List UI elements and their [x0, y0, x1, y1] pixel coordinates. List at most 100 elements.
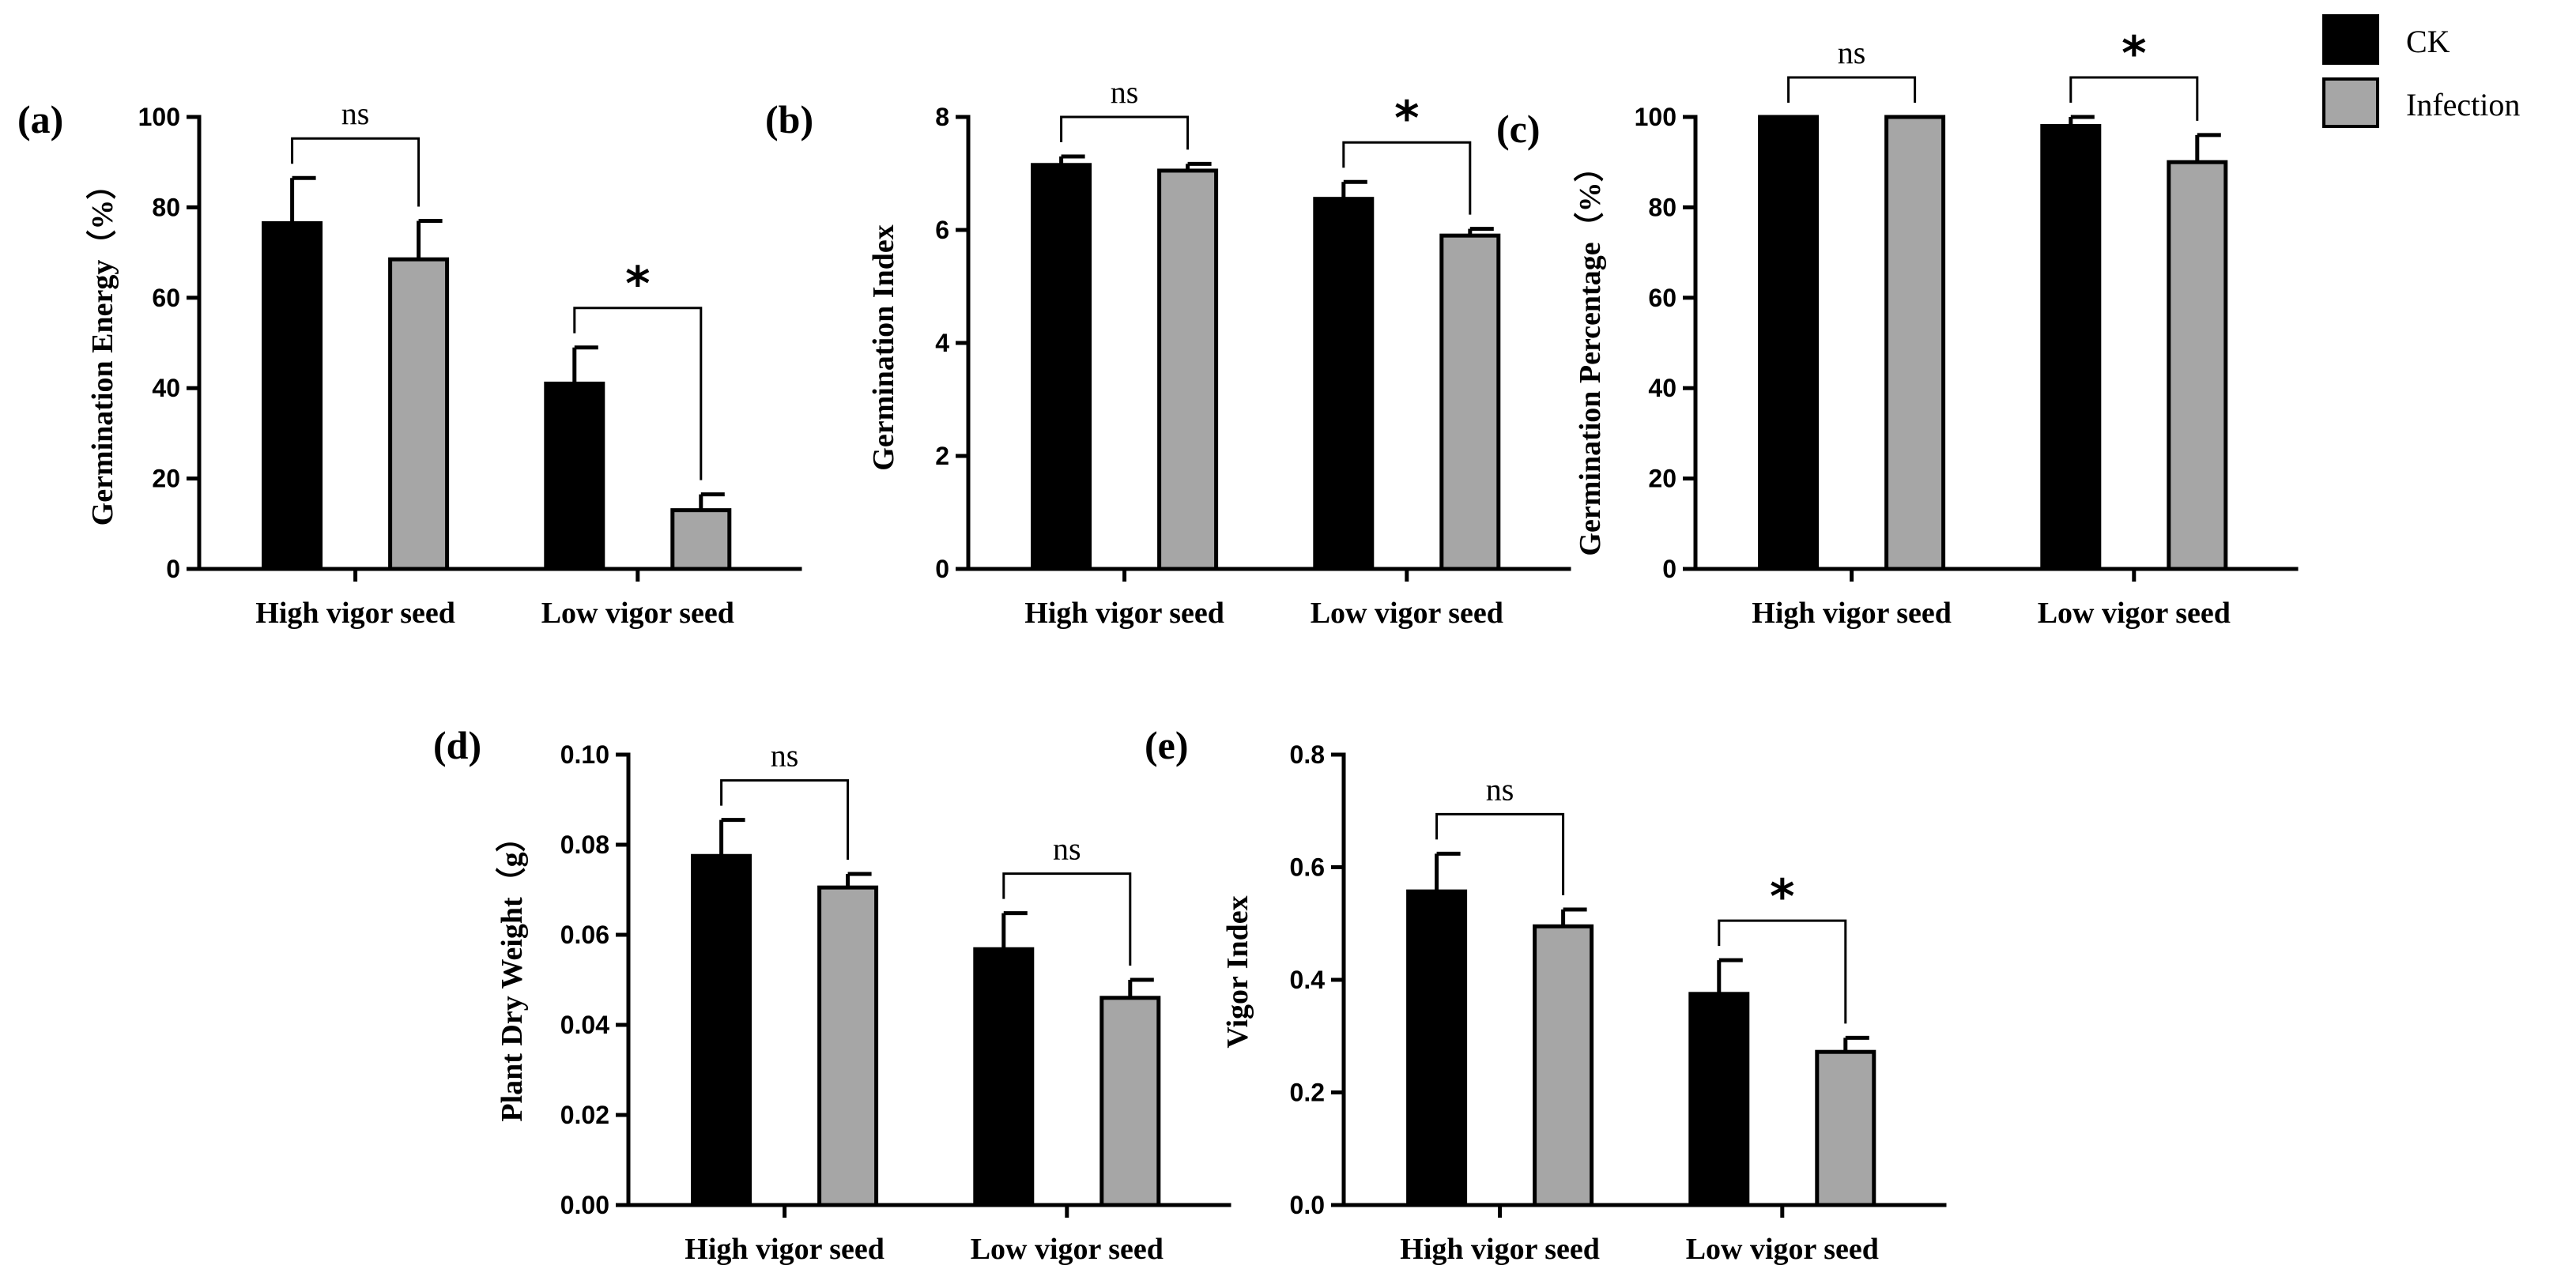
chart-c-marks: 0 20 40 60 80 100 High vigor seed ns Low vigor s… [1635, 26, 2299, 630]
significance-bracket [720, 779, 850, 861]
significance-bracket [1787, 76, 1917, 103]
bar-ck [1758, 115, 1820, 571]
y-tick-label: 0.06 [560, 921, 609, 949]
bar-infection [1533, 924, 1594, 1207]
panel-label-b: (b) [765, 97, 813, 141]
bar-infection [1157, 168, 1219, 571]
significance-ns: ns [1486, 771, 1514, 807]
y-tick-label: 60 [1648, 284, 1676, 312]
bar-infection [670, 508, 732, 571]
y-tick-label: 0.8 [1290, 740, 1325, 769]
y-tick-label: 40 [152, 374, 180, 402]
significance-bracket [2069, 76, 2199, 121]
significance-ns: ns [341, 96, 370, 131]
x-category-label: High vigor seed [685, 1233, 884, 1266]
bar-ck [973, 947, 1035, 1207]
y-tick-label: 6 [935, 216, 949, 244]
bar-infection [1099, 996, 1161, 1207]
bar-ck [1406, 889, 1468, 1207]
y-tick-label: 0.0 [1290, 1191, 1325, 1219]
y-tick-label: 4 [935, 329, 949, 357]
bar-ck [544, 381, 605, 571]
significance-ns: ns [1838, 35, 1866, 70]
panel-label-c: (c) [1496, 107, 1541, 151]
significance-bracket [1435, 812, 1565, 895]
y-tick-label: 0.02 [560, 1101, 609, 1129]
y-tick-label: 0 [166, 555, 180, 583]
chart-e-marks: 0.0 0.2 0.4 0.6 0.8 High vigor seed ns Low vigo… [1290, 740, 1947, 1266]
significance-bracket [573, 307, 703, 480]
panel-b: (b) Germination Index 0 2 4 6 8 High vigor se… [765, 74, 1571, 630]
y-tick-label: 0.10 [560, 740, 609, 769]
y-tick-label: 0.4 [1290, 966, 1326, 994]
chart-a-marks: 0 20 40 60 80 100 High vigor seed ns Low vigor s… [138, 96, 802, 630]
bar-infection [1884, 115, 1946, 571]
legend-swatch-infection [2322, 77, 2379, 128]
legend-label-infection: Infection [2406, 87, 2520, 122]
y-axis-title-e: Vigor Index [1221, 895, 1254, 1048]
y-tick-label: 0.04 [560, 1011, 609, 1039]
y-axis-title-d: Plant Dry Weight（g） [496, 822, 529, 1121]
significance-bracket [1718, 919, 1847, 1024]
y-tick-label: 0.6 [1290, 853, 1325, 882]
y-tick-label: 20 [1648, 465, 1676, 493]
bar-infection [1815, 1049, 1876, 1207]
x-category-label: Low vigor seed [1686, 1233, 1879, 1266]
x-category-label: Low vigor seed [971, 1233, 1164, 1266]
y-tick-label: 20 [152, 465, 180, 493]
panel-e: (e) Vigor Index 0.0 0.2 0.4 0.6 0.8 High vigo… [1145, 723, 1947, 1266]
x-category-label: High vigor seed [1400, 1233, 1600, 1266]
x-category-label: High vigor seed [1024, 597, 1224, 630]
x-category-label: Low vigor seed [541, 597, 734, 630]
y-axis-title-b: Germination Index [867, 224, 900, 470]
bar-infection [2167, 160, 2228, 571]
significance-ns: ns [1111, 74, 1139, 110]
significance-ns: ns [771, 738, 799, 774]
panel-label-d: (d) [433, 723, 481, 767]
legend-swatch-ck [2322, 14, 2379, 65]
significance-bracket [1060, 115, 1190, 150]
x-category-label: High vigor seed [1752, 597, 1952, 630]
significance-star: * [1770, 869, 1794, 925]
bar-ck [2040, 123, 2102, 571]
significance-bracket [1002, 872, 1132, 966]
chart-b-marks: 0 2 4 6 8 High vigor seed ns Low vigor seed * [935, 74, 1571, 630]
bar-infection [817, 885, 879, 1207]
y-tick-label: 0.00 [560, 1191, 609, 1219]
significance-bracket [1342, 141, 1472, 215]
y-tick-label: 100 [1635, 103, 1676, 131]
bar-ck [1313, 197, 1375, 571]
panel-label-a: (a) [17, 97, 63, 141]
y-tick-label: 0 [1662, 555, 1676, 583]
y-tick-label: 80 [152, 193, 180, 221]
bar-infection [1439, 233, 1501, 571]
y-tick-label: 80 [1648, 193, 1676, 221]
x-category-label: High vigor seed [255, 597, 455, 630]
y-tick-label: 60 [152, 284, 180, 312]
panel-a: (a) Germination Energy（%） 0 20 40 60 80 100 Hi… [17, 96, 802, 630]
x-category-label: Low vigor seed [1311, 597, 1503, 630]
significance-ns: ns [1053, 831, 1081, 867]
panel-label-e: (e) [1145, 723, 1189, 767]
panel-c: (c) Germination Percentage（%） 0 20 40 60 80 1… [1496, 26, 2299, 630]
x-category-label: Low vigor seed [2038, 597, 2231, 630]
bar-ck [1031, 163, 1092, 571]
bar-ck [1688, 992, 1750, 1207]
bar-ck [691, 853, 752, 1207]
y-tick-label: 0.08 [560, 830, 609, 859]
bar-infection [388, 257, 450, 571]
legend-label-ck: CK [2406, 24, 2450, 59]
panel-d: (d) Plant Dry Weight（g） 0.00 0.02 0.04 0.06… [433, 723, 1231, 1266]
y-axis-title-a: Germination Energy（%） [86, 170, 119, 526]
y-tick-label: 0.2 [1290, 1079, 1325, 1107]
significance-bracket [291, 137, 421, 207]
legend: CK Infection [2322, 14, 2520, 128]
significance-star: * [625, 257, 650, 312]
significance-star: * [2122, 26, 2146, 81]
y-tick-label: 0 [935, 555, 949, 583]
significance-star: * [1394, 91, 1419, 146]
y-axis-title-c: Germination Percentage（%） [1574, 152, 1607, 555]
bar-ck [262, 220, 323, 571]
y-tick-label: 40 [1648, 374, 1676, 402]
